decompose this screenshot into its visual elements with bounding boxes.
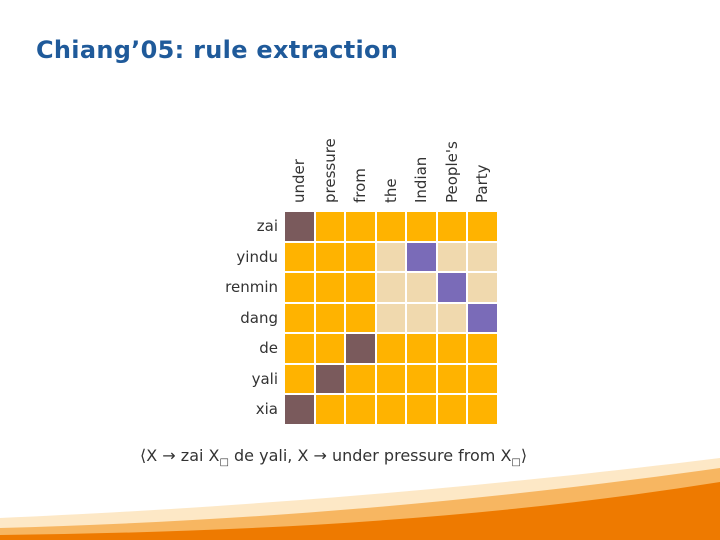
rule-subscript-1: □ — [219, 457, 229, 469]
matrix-cell — [376, 303, 405, 332]
matrix-cell — [376, 242, 405, 271]
rule-part-2: de yali, X → under pressure from X — [228, 446, 512, 465]
column-label: the — [381, 178, 400, 203]
matrix-cell — [376, 334, 405, 363]
matrix-cell — [315, 242, 344, 271]
matrix-cell — [315, 364, 344, 393]
matrix-cell — [407, 273, 436, 302]
matrix-cell — [437, 395, 466, 424]
matrix-cell — [437, 212, 466, 241]
matrix-cell — [376, 212, 405, 241]
rule-subscript-2: □ — [511, 457, 521, 469]
matrix-cell — [315, 212, 344, 241]
matrix-cell — [468, 273, 497, 302]
matrix-cell — [285, 303, 314, 332]
matrix-cell — [376, 364, 405, 393]
matrix-cell — [315, 303, 344, 332]
matrix-cell — [468, 334, 497, 363]
matrix-cell — [437, 273, 466, 302]
extracted-rule: ⟨X → zai X□ de yali, X → under pressure … — [140, 446, 527, 468]
matrix-cell — [315, 395, 344, 424]
matrix-cell — [468, 395, 497, 424]
matrix-cell — [346, 395, 375, 424]
matrix-cell — [285, 242, 314, 271]
row-label: xia — [255, 400, 278, 418]
matrix-cell — [346, 242, 375, 271]
matrix-cell — [346, 212, 375, 241]
matrix-cell — [285, 334, 314, 363]
row-label: renmin — [225, 278, 278, 296]
matrix-cell — [315, 273, 344, 302]
alignment-matrix — [284, 211, 498, 424]
matrix-cell — [407, 364, 436, 393]
matrix-cell — [407, 334, 436, 363]
matrix-cell — [407, 395, 436, 424]
column-label: Indian — [412, 156, 430, 203]
row-label: yindu — [236, 247, 278, 266]
row-label: dang — [240, 308, 278, 327]
matrix-cell — [285, 273, 314, 302]
matrix-cell — [437, 242, 466, 271]
matrix-cell — [285, 395, 314, 424]
matrix-cell — [315, 334, 344, 363]
matrix-cell — [437, 364, 466, 393]
matrix-cell — [407, 242, 436, 271]
column-label: Party — [473, 164, 491, 204]
matrix-cell — [437, 303, 466, 332]
rule-part-1: X → zai X — [146, 446, 220, 465]
matrix-cell — [407, 303, 436, 332]
rule-close-bracket: ⟩ — [520, 446, 528, 465]
column-label: under — [290, 159, 308, 203]
slide-title: Chiang’05: rule extraction — [36, 36, 399, 64]
matrix-cell — [468, 303, 497, 332]
decorative-orange-swoosh — [0, 458, 720, 540]
matrix-cell — [285, 212, 314, 241]
column-label: People's — [442, 141, 461, 203]
matrix-cell — [346, 364, 375, 393]
matrix-cell — [346, 334, 375, 363]
rule-open-bracket: ⟨ — [140, 446, 147, 465]
matrix-cell — [407, 212, 436, 241]
column-label: pressure — [320, 138, 339, 203]
row-label: zai — [256, 217, 278, 235]
matrix-cell — [468, 212, 497, 241]
matrix-cell — [285, 364, 314, 393]
matrix-cell — [376, 395, 405, 424]
matrix-cell — [376, 273, 405, 302]
row-label: yali — [251, 369, 278, 388]
matrix-cell — [468, 364, 497, 393]
column-label: from — [351, 168, 369, 203]
row-label: de — [259, 339, 278, 357]
matrix-cell — [437, 334, 466, 363]
matrix-cell — [346, 303, 375, 332]
matrix-cell — [346, 273, 375, 302]
matrix-cell — [468, 242, 497, 271]
